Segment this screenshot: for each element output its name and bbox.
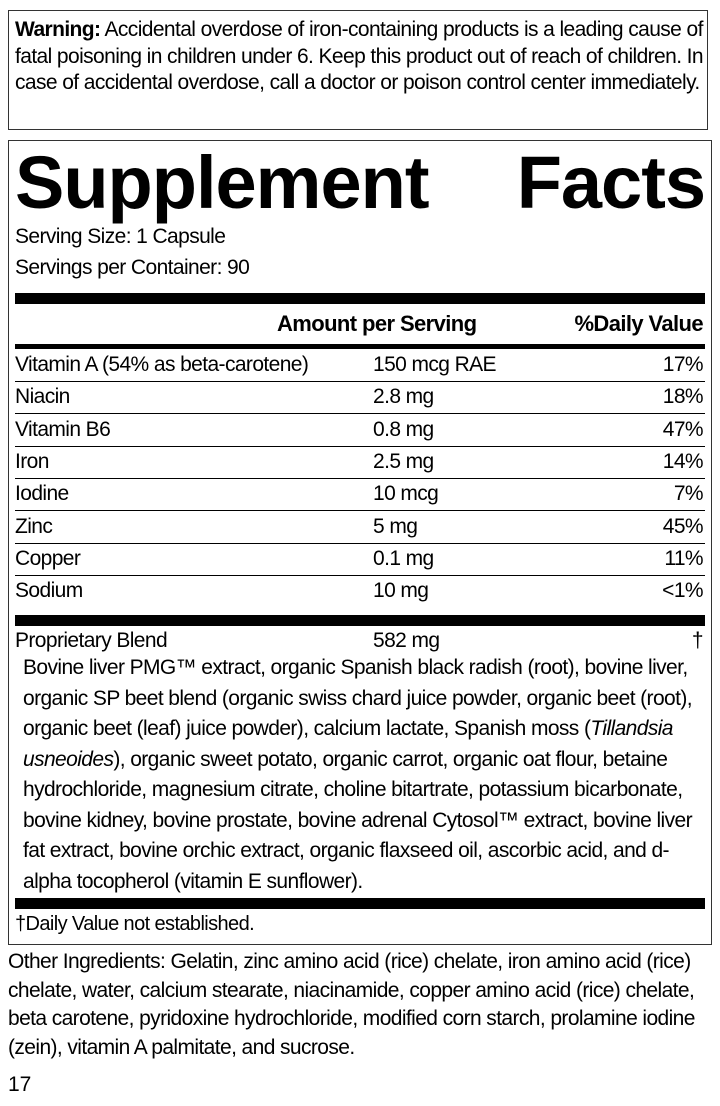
blend-dv: †: [691, 629, 704, 652]
warning-label: Warning:: [15, 18, 101, 41]
nutrient-daily-value: 14%: [662, 449, 704, 473]
nutrient-name: Iron: [15, 449, 49, 473]
nutrient-amount: 0.1 mg: [373, 546, 434, 570]
servings-per-container: Servings per Container: 90: [15, 256, 250, 279]
ingredients-italic: Tillandsia usneoides: [23, 717, 673, 771]
nutrient-row: Zinc 5 mg 45%: [15, 511, 705, 544]
nutrient-amount: 10 mcg: [373, 482, 439, 506]
blend-name: Proprietary Blend: [15, 629, 168, 652]
nutrient-row: Iron 2.5 mg 14%: [15, 446, 705, 479]
nutrient-daily-value: 17%: [662, 353, 704, 376]
nutrient-row: Iodine 10 mcg 7%: [15, 478, 705, 512]
nutrient-daily-value: 7%: [673, 482, 704, 506]
ingredients-text: ), organic sweet potato, organic carrot,…: [23, 747, 693, 893]
nutrient-amount: 150 mcg RAE: [373, 353, 497, 376]
warning-text: Accidental overdose of iron-containing p…: [15, 18, 704, 94]
panel-title: Supplement Facts: [15, 141, 706, 224]
title-word: Supplement: [15, 141, 429, 224]
nutrient-name: Vitamin B6: [15, 417, 111, 441]
nutrient-amount: 10 mg: [373, 579, 429, 603]
nutrient-name: Sodium: [15, 579, 83, 603]
nutrient-name: Iodine: [15, 482, 69, 506]
nutrient-amount: 2.8 mg: [373, 385, 434, 409]
nutrient-daily-value: 45%: [662, 514, 704, 538]
blend-ingredients: Bovine liver PMG™ extract, organic Spani…: [23, 653, 703, 897]
page-number: 17: [8, 1073, 32, 1096]
thick-divider: [15, 293, 705, 304]
nutrient-row: Vitamin A (54% as beta-carotene) 150 mcg …: [15, 349, 705, 382]
nutrient-amount: 2.5 mg: [373, 449, 434, 473]
header-amount: Amount per Serving: [277, 311, 477, 336]
nutrient-name: Copper: [15, 546, 81, 570]
nutrient-daily-value: 47%: [662, 417, 704, 441]
nutrient-row: Sodium 10 mg <1%: [15, 575, 705, 607]
nutrient-row: Copper 0.1 mg 11%: [15, 543, 705, 576]
blend-amount: 582 mg: [373, 629, 440, 652]
nutrient-name: Niacin: [15, 385, 70, 409]
footnote: †Daily Value not established.: [15, 913, 255, 935]
nutrient-amount: 5 mg: [373, 514, 418, 538]
warning-box: Warning: Accidental overdose of iron-con…: [8, 10, 708, 130]
nutrient-name: Zinc: [15, 514, 53, 538]
supplement-facts-panel: Supplement Facts Serving Size: 1 Capsule …: [8, 140, 712, 945]
thick-divider: [15, 898, 705, 909]
title-word: Facts: [516, 141, 706, 224]
ingredients-text: Bovine liver PMG™ extract, organic Spani…: [23, 656, 693, 740]
nutrient-name: Vitamin A (54% as beta-carotene): [15, 353, 309, 376]
nutrient-amount: 0.8 mg: [373, 417, 434, 441]
nutrient-row: Vitamin B6 0.8 mg 47%: [15, 414, 705, 447]
medium-divider: [15, 344, 705, 349]
nutrient-row: Niacin 2.8 mg 18%: [15, 381, 705, 415]
nutrient-daily-value: 11%: [664, 546, 703, 570]
other-ingredients: Other Ingredients: Gelatin, zinc amino a…: [8, 950, 695, 1059]
thick-divider: [15, 615, 705, 626]
nutrient-daily-value: <1%: [662, 579, 703, 603]
nutrient-daily-value: 18%: [662, 385, 704, 409]
blend-row: Proprietary Blend 582 mg †: [15, 625, 705, 657]
header-daily-value: %Daily Value: [574, 311, 703, 336]
serving-size: Serving Size: 1 Capsule: [15, 225, 226, 248]
